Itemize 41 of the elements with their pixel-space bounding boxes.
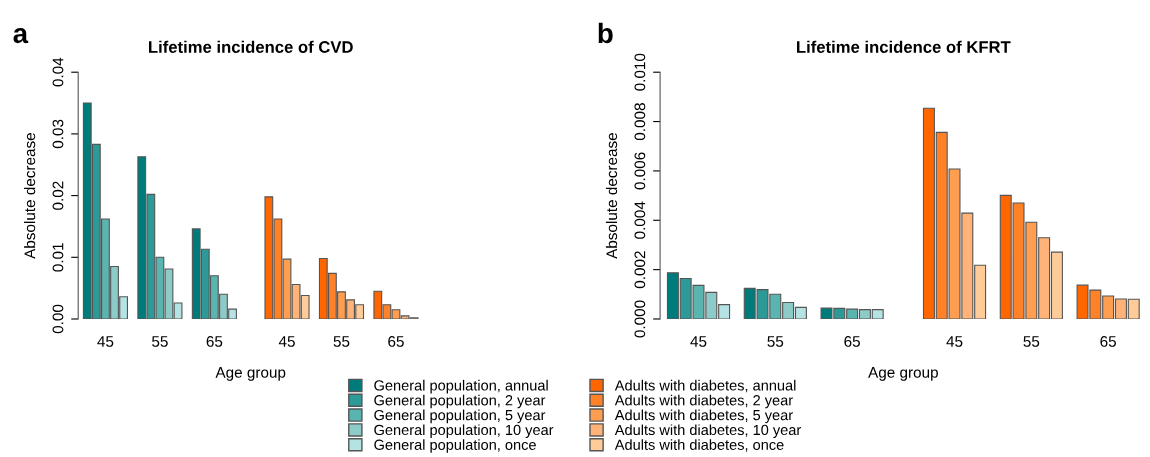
x-tick-label: 65	[844, 336, 860, 347]
x-tick-label: 65	[388, 336, 404, 347]
legend-label: Adults with diabetes, once	[614, 439, 784, 452]
legend-label: General population, 2 year	[374, 394, 546, 409]
x-axis-title: Age group	[215, 367, 286, 381]
legend-label: General population, annual	[374, 379, 548, 394]
y-tick-label: 0.006	[634, 152, 646, 190]
x-tick-label: 55	[152, 336, 168, 347]
text: b	[598, 22, 613, 44]
x-axis-title: Age group	[868, 367, 938, 381]
y-tick-label: 0.00	[52, 304, 64, 334]
y-axis-title: Absolute decrease	[24, 133, 36, 259]
chart-title: Lifetime incidence of CVD	[149, 40, 353, 53]
y-tick-label: 0.01	[52, 243, 64, 272]
legend-label: General population, once	[374, 439, 536, 453]
y-axis-title: Absolute decrease	[605, 133, 618, 259]
y-tick-label: 0.010	[634, 53, 646, 91]
x-tick-label: 65	[1100, 336, 1116, 347]
legend-label: Adults with diabetes, annual	[614, 379, 796, 393]
y-tick-label: 0.02	[52, 181, 64, 210]
y-tick-label: 0.004	[634, 201, 646, 239]
y-tick-label: 0.002	[634, 251, 646, 289]
x-tick-label: 45	[97, 336, 114, 347]
y-tick-label: 0.04	[52, 57, 64, 87]
x-tick-label: 65	[206, 336, 223, 347]
x-tick-label: 55	[333, 336, 350, 347]
legend-label: Adults with diabetes, 5 year	[614, 409, 793, 424]
y-tick-label: 0.000	[634, 300, 646, 338]
chart-title: Lifetime incidence of KFRT	[797, 40, 1011, 53]
legend-label: Adults with diabetes, 2 year	[614, 394, 793, 409]
text: a	[13, 28, 29, 44]
x-tick-label: 45	[278, 336, 295, 347]
x-tick-label: 45	[690, 336, 707, 347]
x-tick-label: 55	[767, 336, 784, 347]
x-tick-label: 55	[1023, 336, 1040, 347]
legend-label: General population, 10 year	[374, 424, 554, 438]
legend-label: Adults with diabetes, 10 year	[614, 424, 801, 438]
y-tick-label: 0.03	[52, 119, 64, 149]
y-tick-label: 0.008	[634, 103, 646, 141]
x-tick-label: 45	[946, 336, 963, 347]
legend-label: General population, 5 year	[374, 409, 546, 424]
